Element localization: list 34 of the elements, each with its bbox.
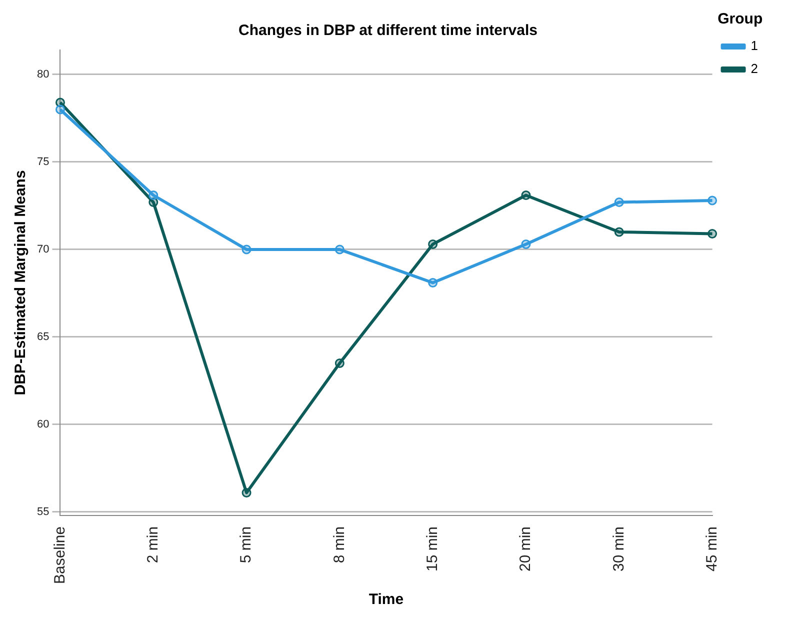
x-tick-label: 15 min (424, 526, 441, 572)
legend-label: 1 (750, 38, 758, 54)
point (614, 197, 624, 207)
point (242, 244, 252, 254)
x-tick-label: 20 min (517, 526, 534, 572)
chart-title: Changes in DBP at different time intervals (238, 22, 538, 40)
x-tick-label: 5 min (238, 526, 255, 564)
point (521, 190, 531, 200)
point (148, 190, 158, 200)
point (55, 104, 65, 114)
y-tick-label: 70 (36, 244, 50, 256)
x-axis-title: Time (368, 591, 404, 608)
y-axis-title: DBP-Estimated Marginal Means (12, 170, 30, 396)
y-tick-label: 80 (36, 68, 50, 81)
legend-title: Group (718, 10, 763, 28)
x-tick-label: 8 min (330, 526, 348, 564)
point (334, 244, 344, 254)
x-tick-label: Baseline (51, 526, 68, 584)
point (708, 228, 718, 238)
point (521, 239, 531, 249)
y-tick-label: 75 (36, 156, 50, 168)
x-tick-label: 2 min (144, 526, 162, 564)
point (428, 278, 438, 288)
x-tick-label: 30 min (610, 526, 628, 572)
y-tick-label: 65 (36, 331, 50, 344)
point (614, 227, 624, 237)
x-tick-label: 45 min (703, 526, 720, 572)
legend-label: 2 (750, 61, 758, 76)
point (708, 196, 718, 206)
point (334, 358, 344, 368)
y-tick-label: 55 (36, 506, 50, 518)
point (428, 239, 438, 249)
point (242, 488, 252, 498)
y-tick-label: 60 (36, 418, 50, 430)
